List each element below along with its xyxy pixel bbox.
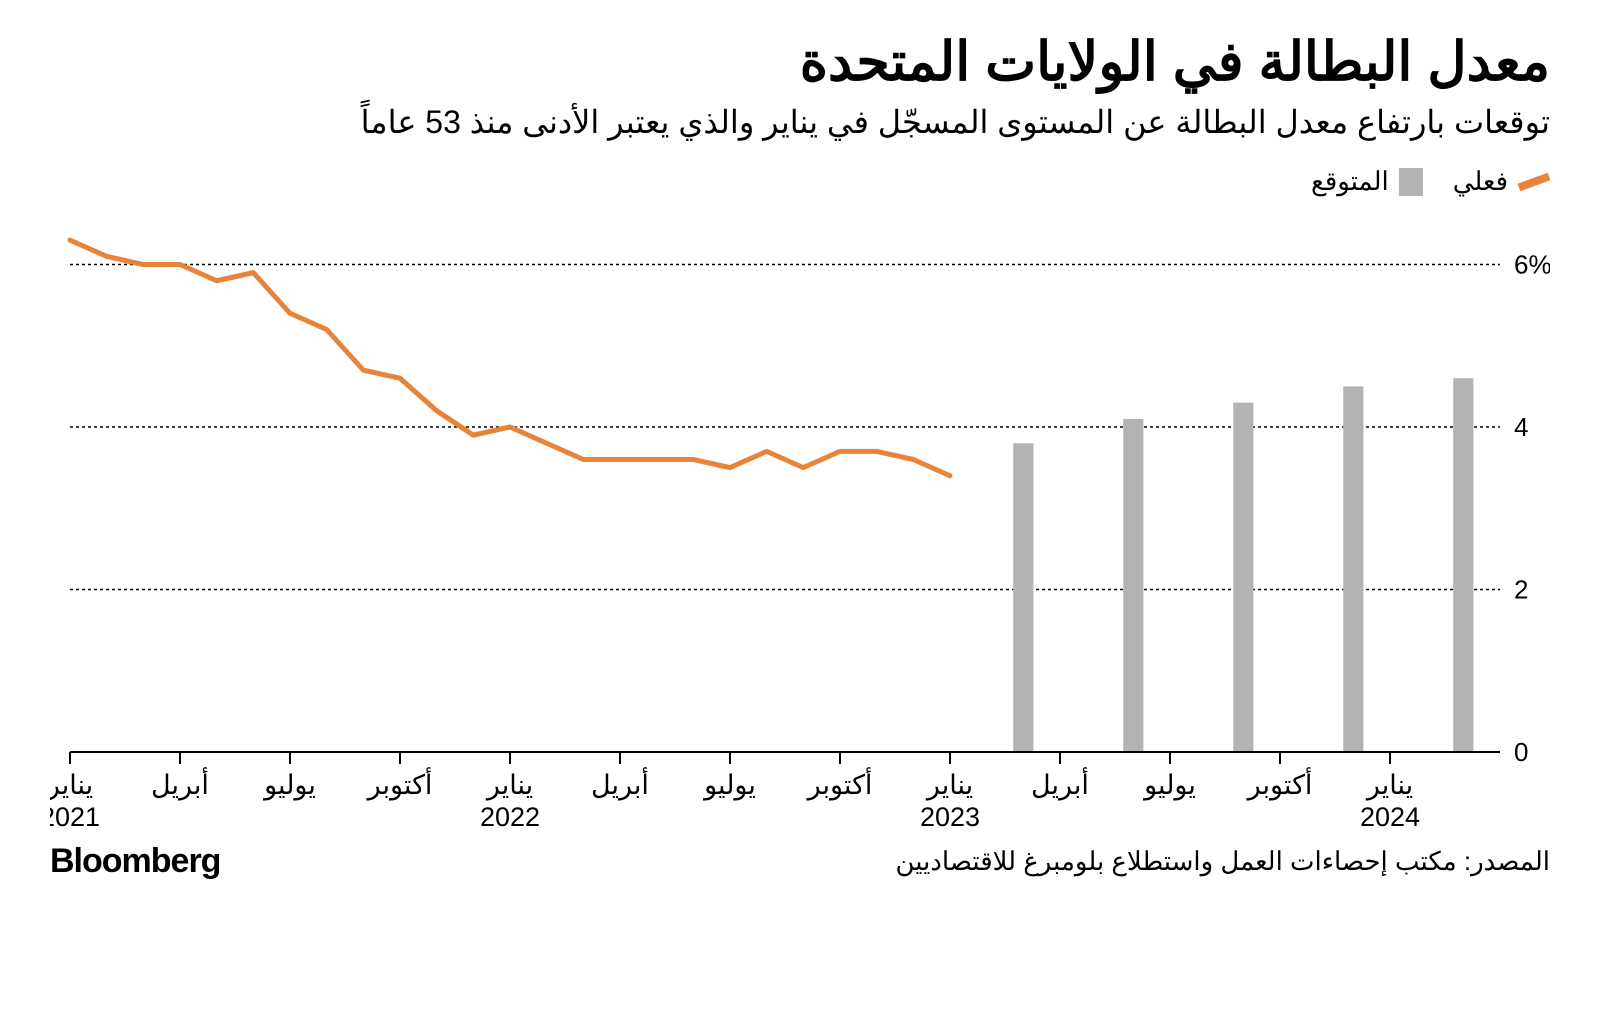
legend-item-actual: فعلي xyxy=(1453,166,1550,197)
chart-legend: المتوقع فعلي xyxy=(50,166,1550,197)
svg-text:2022: 2022 xyxy=(480,802,540,832)
svg-text:2023: 2023 xyxy=(920,802,980,832)
bloomberg-logo: Bloomberg xyxy=(50,842,220,881)
svg-text:يناير: يناير xyxy=(1365,770,1413,801)
svg-text:2: 2 xyxy=(1514,575,1528,605)
svg-text:أبريل: أبريل xyxy=(151,767,209,801)
svg-text:2021: 2021 xyxy=(50,802,100,832)
legend-label-actual: فعلي xyxy=(1453,166,1508,197)
chart-title: معدل البطالة في الولايات المتحدة xyxy=(50,30,1550,93)
svg-text:يوليو: يوليو xyxy=(262,770,316,801)
chart-area: 0246%يناير2021أبريليوليوأكتوبريناير2022أ… xyxy=(50,212,1550,832)
legend-swatch-actual xyxy=(1518,172,1551,190)
chart-subtitle: توقعات بارتفاع معدل البطالة عن المستوى ا… xyxy=(50,103,1550,141)
svg-text:2024: 2024 xyxy=(1360,802,1420,832)
svg-text:أبريل: أبريل xyxy=(591,767,649,801)
svg-text:6%: 6% xyxy=(1514,250,1550,280)
svg-text:0: 0 xyxy=(1514,737,1528,767)
svg-text:أكتوبر: أكتوبر xyxy=(806,767,873,801)
svg-text:أبريل: أبريل xyxy=(1031,767,1089,801)
svg-text:يناير: يناير xyxy=(50,770,93,801)
chart-source: المصدر: مكتب إحصاءات العمل واستطلاع بلوم… xyxy=(895,846,1550,877)
legend-item-forecast: المتوقع xyxy=(1311,166,1423,197)
svg-text:يوليو: يوليو xyxy=(1142,770,1196,801)
svg-text:أكتوبر: أكتوبر xyxy=(366,767,433,801)
svg-text:4: 4 xyxy=(1514,412,1528,442)
svg-text:أكتوبر: أكتوبر xyxy=(1246,767,1313,801)
chart-footer: Bloomberg المصدر: مكتب إحصاءات العمل واس… xyxy=(50,842,1550,881)
svg-text:يناير: يناير xyxy=(485,770,533,801)
chart-svg: 0246%يناير2021أبريليوليوأكتوبريناير2022أ… xyxy=(50,212,1550,832)
legend-label-forecast: المتوقع xyxy=(1311,166,1389,197)
svg-text:يوليو: يوليو xyxy=(702,770,756,801)
legend-swatch-forecast xyxy=(1399,168,1423,196)
svg-text:يناير: يناير xyxy=(925,770,973,801)
